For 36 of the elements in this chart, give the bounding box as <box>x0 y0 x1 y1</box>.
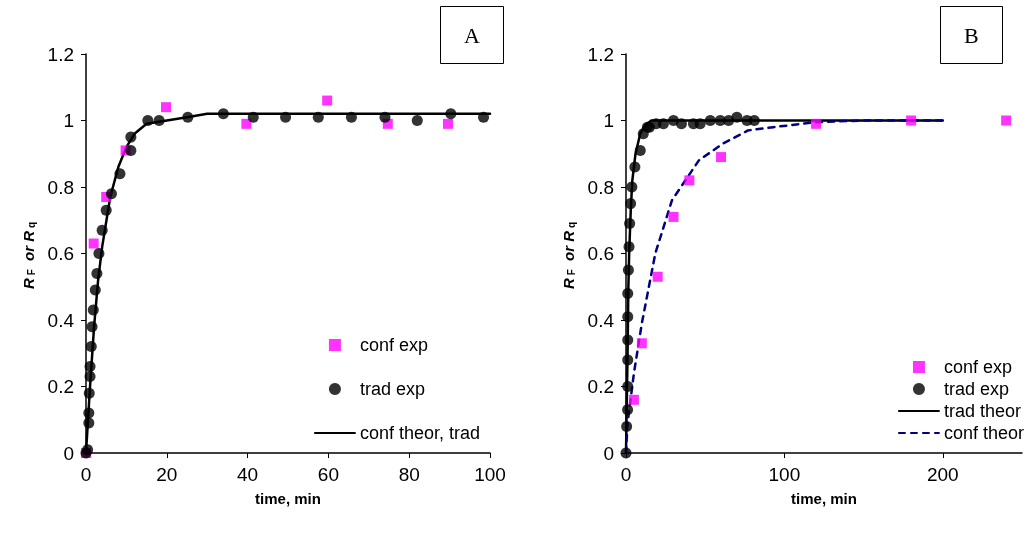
y-tick-label: 0.2 <box>587 376 614 397</box>
chart-title: B <box>964 22 979 48</box>
legend-label: conf exp <box>943 357 1012 377</box>
y-tick-label: 0.6 <box>587 243 614 264</box>
y-tick-label: 0.4 <box>587 309 615 331</box>
x-tick-label: 100 <box>768 464 801 485</box>
x-tick-label: 40 <box>237 464 259 485</box>
chart-title: A <box>464 22 480 48</box>
y-tick-label: 1.2 <box>47 43 74 65</box>
x-tick-label: 60 <box>317 464 339 485</box>
y-tick-label: 1 <box>603 110 614 131</box>
legend-label: conf exp <box>359 335 428 355</box>
y-tick-label: 1.2 <box>587 43 614 65</box>
x-tick-label: 20 <box>156 464 178 485</box>
y-tick-label: 0.8 <box>47 176 74 198</box>
y-axis-title: RF or Rq <box>559 221 577 290</box>
legend-label: trad theor <box>943 401 1021 421</box>
y-tick-label: 0.4 <box>47 309 75 331</box>
x-axis-title: time, min <box>791 490 857 507</box>
x-tick-label: 200 <box>926 464 959 485</box>
y-tick-label: 0 <box>63 442 74 464</box>
legend-label: trad exp <box>359 379 425 399</box>
legend-label: conf theor <box>943 423 1025 443</box>
y-tick-label: 0 <box>603 442 614 464</box>
x-tick-label: 80 <box>398 464 420 485</box>
y-axis-title: RF or Rq <box>19 221 37 290</box>
x-tick-label: 0 <box>620 464 632 485</box>
x-axis-title: time, min <box>255 490 321 507</box>
legend-label: trad exp <box>943 379 1009 399</box>
y-tick-label: 0.2 <box>47 376 74 397</box>
legend-label: conf theor, trad <box>359 423 480 443</box>
x-tick-label: 100 <box>474 464 506 485</box>
y-tick-label: 0.6 <box>47 243 74 264</box>
y-tick-label: 1 <box>63 110 74 131</box>
x-tick-label: 0 <box>80 464 92 485</box>
y-tick-label: 0.8 <box>587 176 614 198</box>
